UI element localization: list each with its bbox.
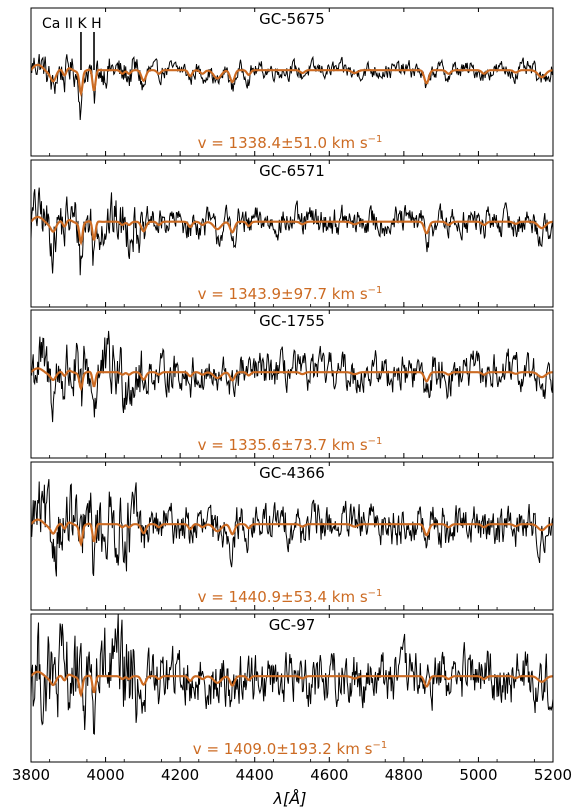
template-spectrum-line [31, 670, 553, 698]
x-tick-label: 4600 [310, 766, 348, 784]
observed-spectrum-line [31, 54, 553, 121]
panel-frame [30, 159, 554, 308]
template-spectrum-line [31, 367, 553, 392]
x-tick-label: 5200 [534, 766, 572, 784]
x-tick-label: 4000 [86, 766, 124, 784]
panel-title: GC-4366 [259, 464, 325, 482]
observed-spectrum-line [31, 614, 553, 735]
observed-spectrum-line [31, 479, 553, 577]
x-axis: 3800 4000 4200 4400 4600 4800 5000 5200 [12, 766, 572, 784]
velocity-label: v = 1440.9±53.4 km s−1 [198, 588, 383, 606]
x-tick-label: 3800 [12, 766, 50, 784]
spectrum-panel: GC-5675 v = 1338.4±51.0 km s−1 Ca II K H [30, 7, 554, 157]
caii-marker-label: Ca II K H [42, 16, 102, 32]
observed-spectrum-line [31, 330, 553, 423]
template-spectrum-line [31, 518, 553, 548]
observed-spectrum-line [31, 187, 553, 276]
velocity-label: v = 1335.6±73.7 km s−1 [198, 436, 383, 454]
x-axis-label: λ[Å] [273, 789, 307, 808]
panel-title: GC-5675 [259, 10, 325, 28]
panel-frame [30, 461, 554, 611]
spectrum-panel: GC-4366 v = 1440.9±53.4 km s−1 [30, 461, 554, 611]
x-tick-label: 4400 [236, 766, 274, 784]
spectrum-panel: GC-1755 v = 1335.6±73.7 km s−1 [30, 309, 554, 459]
template-spectrum-line [31, 215, 553, 246]
panel-title: GC-1755 [259, 312, 325, 330]
spectrum-panel: GC-97 v = 1409.0±193.2 km s−1 [30, 613, 554, 763]
spectrum-panel: GC-6571 v = 1343.9±97.7 km s−1 [30, 159, 554, 308]
x-tick-label: 4800 [385, 766, 423, 784]
x-tick-label: 5000 [459, 766, 497, 784]
panel-title: GC-6571 [259, 162, 325, 180]
panel-frame [30, 613, 554, 763]
panel-title: GC-97 [269, 616, 316, 634]
velocity-label: v = 1343.9±97.7 km s−1 [198, 285, 383, 303]
x-tick-label: 4200 [161, 766, 199, 784]
velocity-label: v = 1409.0±193.2 km s−1 [193, 740, 387, 758]
panel-frame [30, 309, 554, 459]
panel-frame [30, 7, 554, 157]
template-spectrum-line [31, 63, 553, 98]
velocity-label: v = 1338.4±51.0 km s−1 [198, 134, 383, 152]
